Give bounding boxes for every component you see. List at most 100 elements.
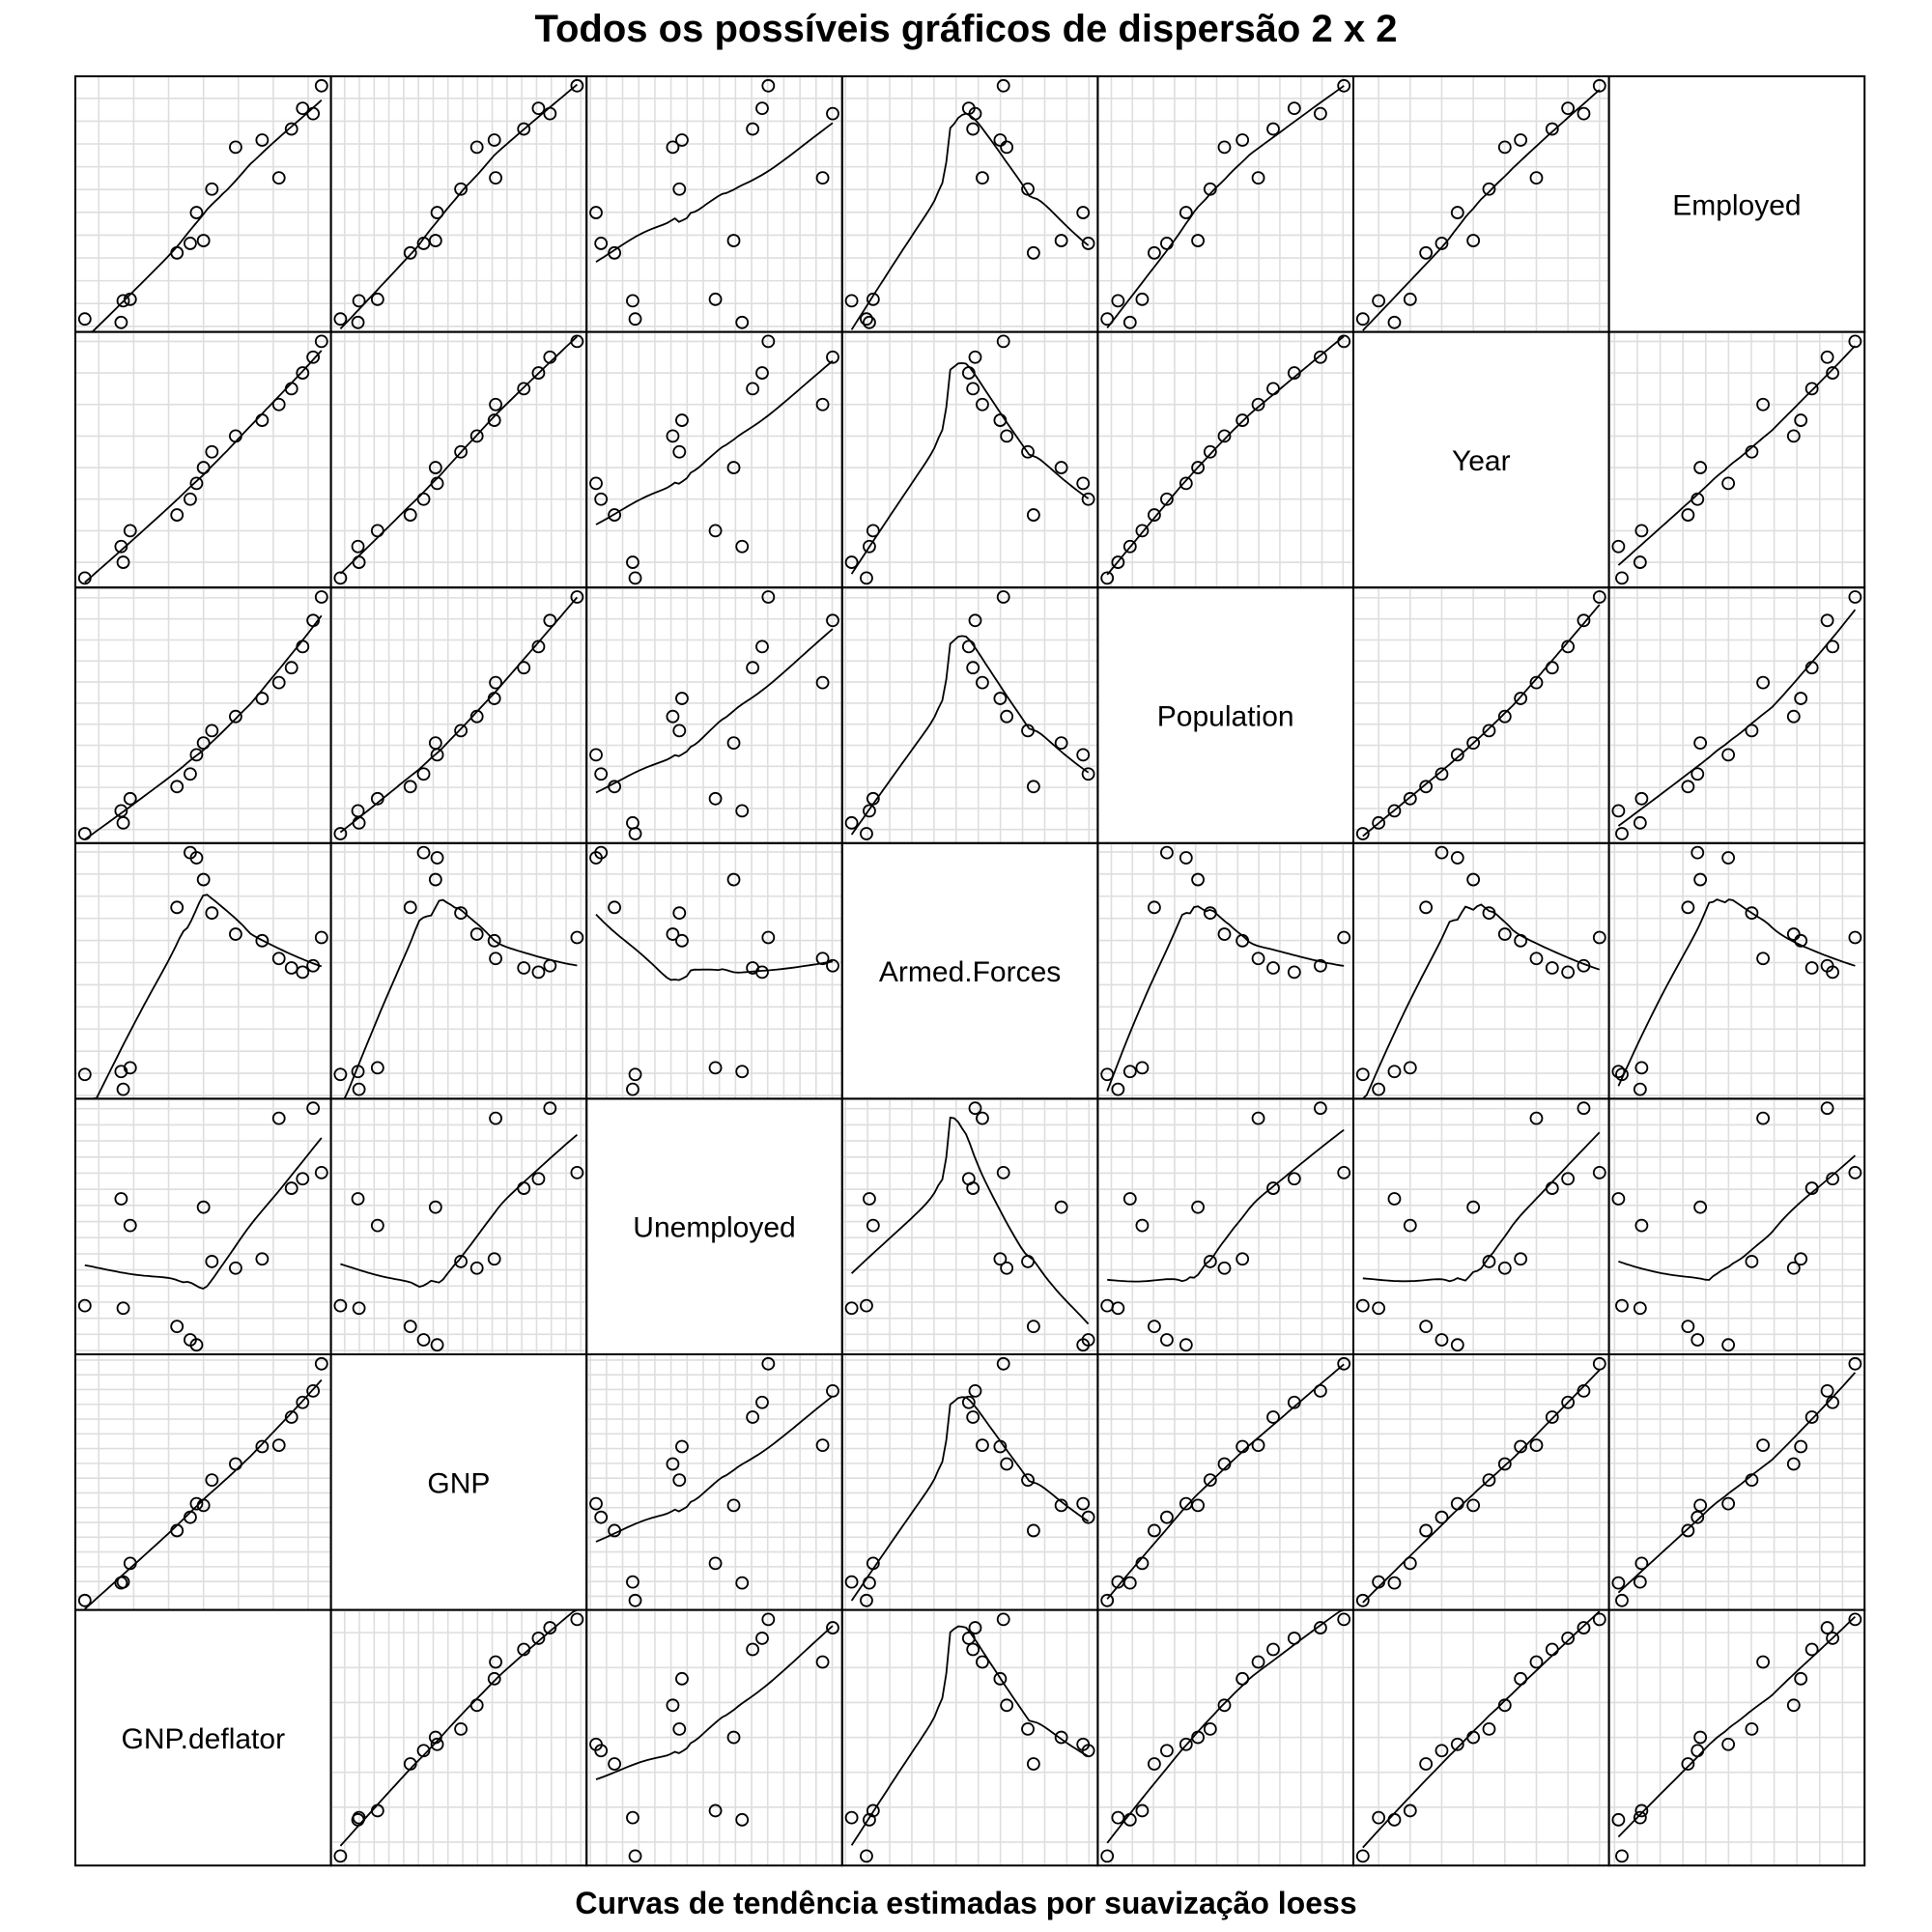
data-point: [708, 791, 723, 806]
data-point: [675, 413, 689, 427]
data-point: [1592, 78, 1606, 93]
data-point: [428, 461, 442, 474]
data-point: [1403, 791, 1417, 806]
data-point: [1403, 1218, 1417, 1233]
data-point: [961, 366, 976, 380]
data-point: [1592, 1356, 1606, 1371]
data-point: [196, 234, 211, 247]
data-point: [675, 692, 689, 705]
data-point: [1122, 1192, 1137, 1206]
loess-curve: [339, 1608, 578, 1847]
loess-curve: [595, 913, 834, 981]
data-point: [296, 965, 310, 980]
data-point: [1100, 1849, 1115, 1863]
data-point: [1403, 1804, 1417, 1818]
data-point: [1000, 709, 1014, 724]
loess-curve: [1362, 1131, 1601, 1283]
loess-curve: [595, 1625, 834, 1780]
variable-label: Employed: [1672, 189, 1801, 221]
data-point: [1545, 1642, 1559, 1657]
data-point: [306, 613, 321, 628]
data-point: [968, 1621, 982, 1634]
data-point: [255, 1439, 270, 1454]
data-point: [589, 748, 603, 762]
data-point: [1026, 780, 1040, 794]
data-point: [1111, 1301, 1125, 1316]
data-point: [314, 1165, 328, 1179]
data-point: [826, 613, 839, 628]
panel-r6-c6: [1607, 1608, 1866, 1867]
data-point: [314, 590, 328, 604]
data-point: [454, 906, 468, 921]
data-point: [675, 133, 689, 147]
data-point: [351, 315, 365, 329]
panel-r1-c4: [1096, 330, 1355, 589]
gridlines: [1097, 76, 1353, 332]
data-point: [1236, 1439, 1250, 1454]
data-point: [1592, 590, 1606, 604]
data-point: [1756, 952, 1770, 966]
data-point: [1681, 900, 1695, 915]
data-point: [1191, 1730, 1205, 1745]
data-point: [1826, 366, 1840, 380]
data-point: [296, 366, 310, 380]
data-point: [1266, 961, 1280, 975]
data-point: [1545, 1410, 1559, 1424]
data-point: [1147, 1523, 1161, 1538]
panel-r5-c1: GNP: [329, 1353, 588, 1611]
panel-r2-c4: Population: [1096, 586, 1355, 844]
data-point: [205, 182, 219, 196]
panel-r4-c3: [840, 1097, 1099, 1356]
data-point: [116, 555, 130, 569]
data-point: [1081, 1510, 1095, 1524]
data-point: [726, 1498, 741, 1513]
data-point: [469, 709, 484, 724]
data-point: [352, 1082, 366, 1096]
data-point: [116, 815, 130, 830]
loess-curve: [84, 894, 323, 1100]
data-point: [1179, 206, 1193, 219]
data-point: [116, 294, 130, 308]
data-point: [1690, 767, 1705, 781]
panel-r4-c5: [1352, 1097, 1610, 1356]
data-point: [1786, 927, 1801, 941]
gridlines: [1353, 842, 1609, 1099]
data-point: [1721, 1737, 1736, 1751]
data-point: [815, 675, 830, 690]
data-point: [543, 958, 557, 973]
data-point: [1497, 1261, 1512, 1275]
data-point: [708, 1061, 723, 1075]
data-point: [543, 1621, 557, 1634]
data-point: [1135, 292, 1150, 306]
data-point: [860, 312, 873, 327]
loess-curve: [1617, 345, 1857, 566]
data-point: [1545, 961, 1559, 975]
data-point: [1135, 1218, 1150, 1233]
data-point: [543, 613, 557, 628]
data-point: [517, 961, 531, 975]
data-point: [271, 171, 286, 185]
data-point: [1756, 675, 1770, 690]
panel-border: [585, 1353, 843, 1611]
loess-curve: [595, 359, 834, 526]
data-point: [1179, 1737, 1193, 1751]
data-point: [284, 1181, 298, 1195]
data-point: [416, 845, 431, 860]
data-point: [1021, 182, 1035, 196]
data-point: [1122, 315, 1137, 329]
data-point: [1611, 1192, 1626, 1206]
panel-r2-c5: [1352, 586, 1610, 844]
data-point: [672, 1721, 687, 1736]
data-point: [1482, 906, 1496, 921]
chart-caption: Curvas de tendência estimadas por suaviz…: [575, 1886, 1357, 1920]
data-point: [1690, 845, 1705, 860]
data-point: [1577, 106, 1591, 121]
data-point: [1147, 1320, 1161, 1333]
data-point: [1403, 292, 1417, 306]
data-point: [863, 1192, 876, 1206]
data-point: [271, 952, 286, 966]
data-point: [755, 1395, 769, 1409]
data-point: [1681, 508, 1695, 522]
data-point: [1745, 1473, 1759, 1488]
data-point: [284, 122, 298, 136]
